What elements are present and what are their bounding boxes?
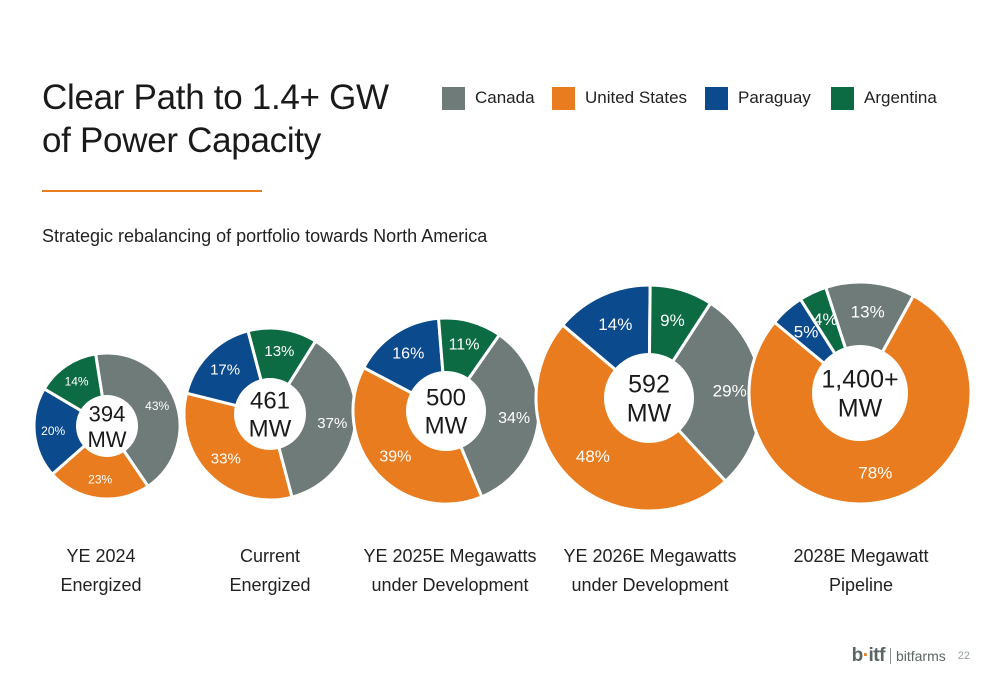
slice-label-canada: 43% xyxy=(145,399,169,413)
slice-label-canada: 37% xyxy=(317,415,347,432)
legend-item-paraguay: Paraguay xyxy=(705,86,811,110)
donut-hole xyxy=(406,371,486,451)
title-line-2: of Power Capacity xyxy=(42,121,321,160)
slice-label-canada: 13% xyxy=(851,302,885,321)
donut-center-unit: MW xyxy=(627,400,672,428)
donut-slice-paraguay xyxy=(32,387,109,476)
donut-center-unit: MW xyxy=(249,415,292,442)
logo-divider xyxy=(889,648,891,664)
donut-center-value: 500 xyxy=(426,384,466,411)
donut-slice-canada xyxy=(824,280,915,395)
bitf-logo: b·itf xyxy=(851,645,886,666)
donut-label-line-1: Current xyxy=(239,546,301,566)
legend-item-united-states: United States xyxy=(552,86,687,110)
donut-label-ye-2026e: YE 2026E Megawatts under Development xyxy=(545,542,755,600)
slice-label-paraguay: 16% xyxy=(392,345,424,362)
slice-label-paraguay: 20% xyxy=(41,424,65,438)
legend-item-canada: Canada xyxy=(442,86,535,110)
page-title: Clear Path to 1.4+ GW of Power Capacity xyxy=(42,76,402,162)
title-underline xyxy=(42,190,262,192)
donut-label-line-1: YE 2026E Megawatts xyxy=(563,546,737,566)
donut-slice-united-states xyxy=(50,424,150,501)
slice-label-canada: 29% xyxy=(713,382,747,401)
slice-label-united-states: 39% xyxy=(379,449,411,466)
donut-label-line-2: under Development xyxy=(371,575,529,595)
slice-label-united-states: 33% xyxy=(211,450,241,467)
donut-label-ye-2024: YE 2024 Energized xyxy=(0,542,206,600)
legend-swatch xyxy=(442,86,465,110)
slice-label-argentina: 9% xyxy=(660,311,685,330)
legend-label: United States xyxy=(585,88,688,107)
donut-label-2028e: 2028E Megawatt Pipeline xyxy=(756,542,966,600)
donut-hole xyxy=(812,345,908,441)
legend-label: Argentina xyxy=(864,88,937,107)
slice-label-united-states: 48% xyxy=(576,447,610,466)
donut-label-line-2: under Development xyxy=(571,575,729,595)
legend-label: Canada xyxy=(475,88,535,107)
slice-label-united-states: 23% xyxy=(88,473,112,487)
slice-label-canada: 34% xyxy=(498,410,530,427)
legend-label: Paraguay xyxy=(738,88,811,107)
slice-label-united-states: 78% xyxy=(858,464,892,483)
donut-label-line-1: 2028E Megawatt xyxy=(793,546,929,566)
slice-label-paraguay: 17% xyxy=(210,361,240,378)
footer: b·itf bitfarms 22 xyxy=(852,645,970,667)
legend-swatch xyxy=(552,86,575,110)
page-number: 22 xyxy=(957,650,970,662)
bitfarms-wordmark: bitfarms xyxy=(895,648,946,664)
legend-swatch xyxy=(831,86,854,110)
slice-label-paraguay: 5% xyxy=(794,322,819,341)
donut-label-line-2: Energized xyxy=(229,575,311,595)
slice-label-paraguay: 14% xyxy=(598,315,632,334)
donut-chart: 13% 78% 5%4% 1,400+MW xyxy=(747,280,973,506)
slice-label-argentina: 13% xyxy=(264,343,294,360)
donut-center-unit: MW xyxy=(425,412,468,439)
donut-center-value: 394 xyxy=(89,401,126,426)
donut-label-line-2: Pipeline xyxy=(828,575,894,595)
slice-label-argentina: 14% xyxy=(65,374,89,388)
donut-hole xyxy=(234,378,306,450)
donut-label-line-1: YE 2025E Megawatts xyxy=(363,546,537,566)
donut-hole xyxy=(76,395,138,457)
donut-label-current: Current Energized xyxy=(165,542,375,600)
title-line-1: Clear Path to 1.4+ GW xyxy=(42,78,389,117)
slice-label-argentina: 11% xyxy=(449,336,480,353)
legend-item-argentina: Argentina xyxy=(831,86,937,110)
legend: Canada United States Paraguay Argentina xyxy=(442,86,962,110)
donut-label-ye-2025e: YE 2025E Megawatts under Development xyxy=(345,542,555,600)
donut-center-unit: MW xyxy=(838,395,883,423)
slice-label-argentina: 4% xyxy=(813,310,838,329)
donut-center-value: 461 xyxy=(250,387,290,414)
donut-hole xyxy=(604,353,694,443)
donut-center-unit: MW xyxy=(87,427,126,452)
subtitle: Strategic rebalancing of portfolio towar… xyxy=(42,226,488,246)
donut-label-line-1: YE 2024 xyxy=(66,546,136,566)
legend-swatch xyxy=(705,86,728,110)
donut-center-value: 1,400+ xyxy=(821,365,898,393)
donut-label-line-2: Energized xyxy=(60,575,142,595)
donut-center-value: 592 xyxy=(628,370,670,398)
donut-slice-canada xyxy=(94,351,182,488)
